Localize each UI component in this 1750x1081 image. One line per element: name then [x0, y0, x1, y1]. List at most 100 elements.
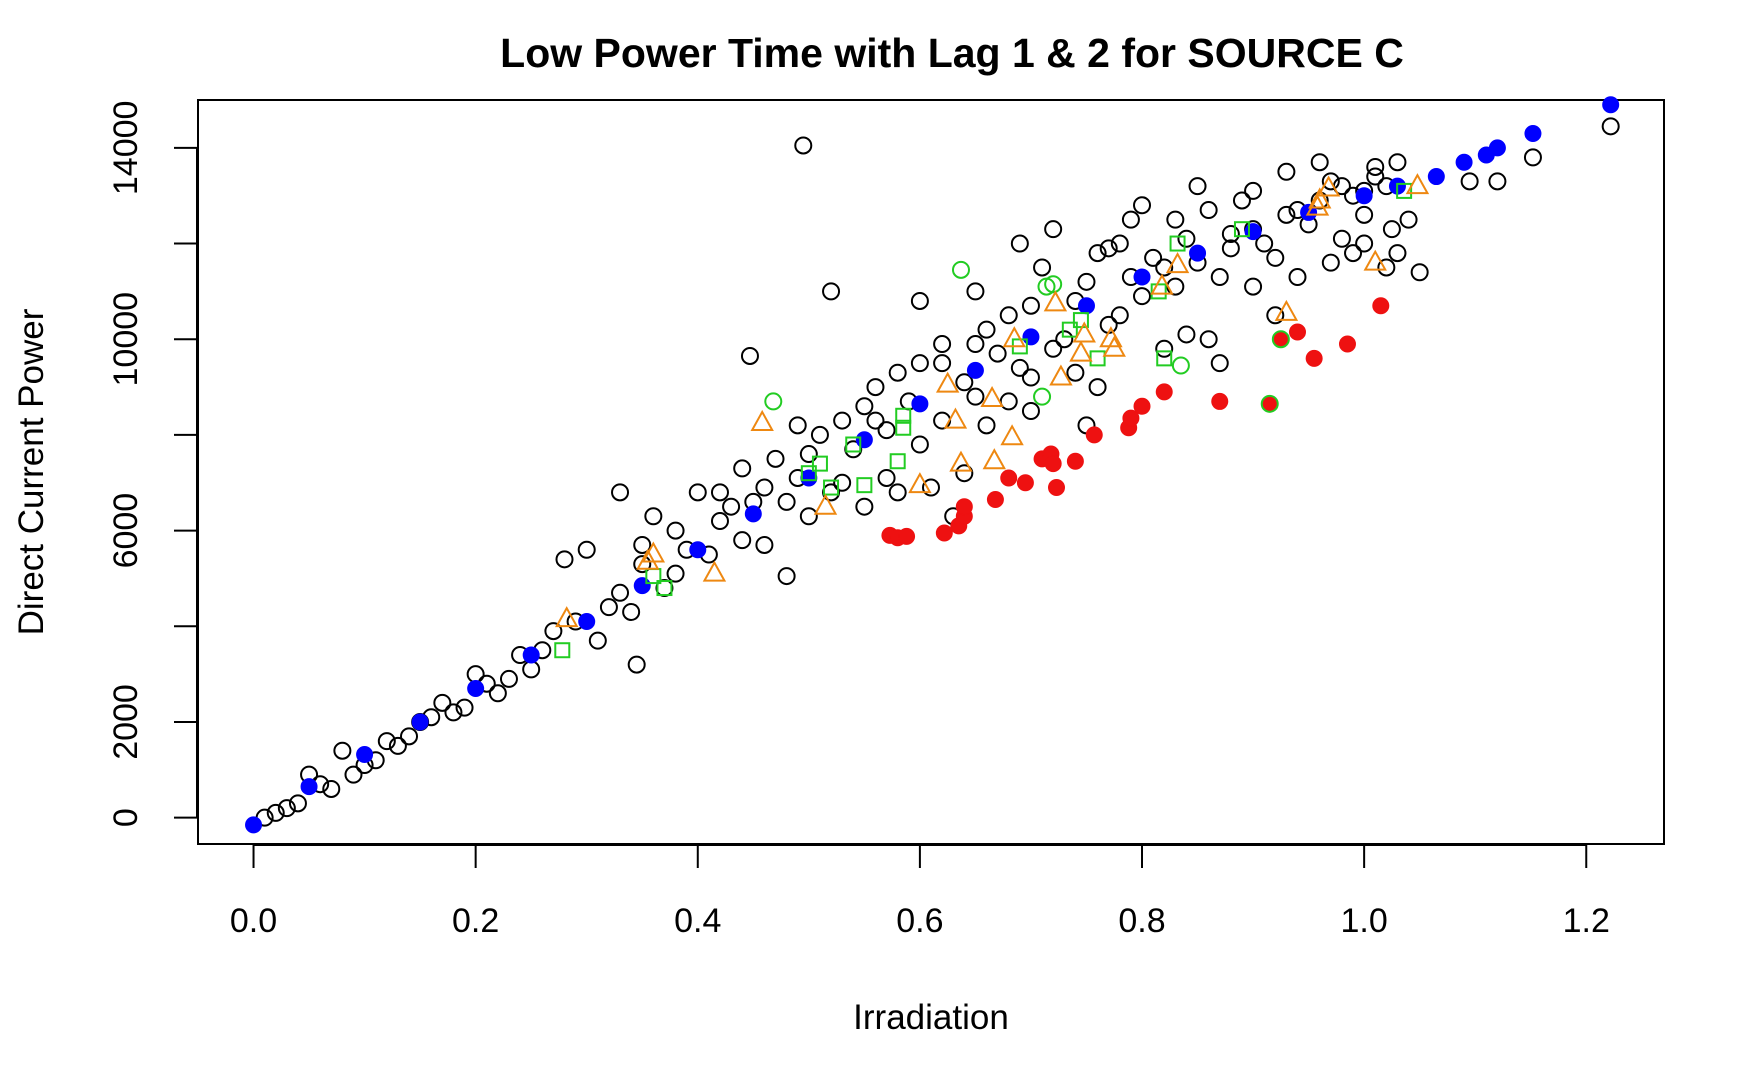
data-point-circle [955, 464, 974, 483]
data-point-circle [1460, 172, 1479, 191]
data-point-circle [799, 445, 818, 464]
data-point-square [1089, 350, 1106, 367]
data-point-circle [910, 435, 929, 454]
data-point-triangle [1308, 187, 1332, 209]
data-point-circle [999, 392, 1018, 411]
data-point-dot [1488, 139, 1506, 157]
data-point-triangle [1363, 249, 1387, 271]
data-point-circle [1155, 339, 1174, 358]
data-point-circle [1199, 330, 1218, 349]
data-point-square [1072, 312, 1089, 329]
data-point-circle [1171, 356, 1190, 375]
data-point-circle [1260, 394, 1279, 413]
data-point-circle [588, 631, 607, 650]
data-point-circle [951, 260, 970, 279]
data-point-circle [444, 703, 463, 722]
data-point-circle [1321, 172, 1340, 191]
data-point-circle [1288, 268, 1307, 287]
data-point-circle [1210, 354, 1229, 373]
data-point-triangle [1274, 299, 1299, 321]
data-point-triangle [908, 472, 932, 494]
data-point-circle [1221, 239, 1240, 258]
data-point-triangle [943, 407, 968, 429]
data-point-circle [788, 416, 807, 435]
data-point-dot [1427, 168, 1445, 186]
data-points [245, 96, 1620, 834]
data-point-square [845, 436, 862, 453]
data-point-circle [288, 794, 307, 813]
data-point-square [1396, 182, 1413, 199]
data-point-circle [777, 567, 796, 586]
data-point-circle [1044, 339, 1063, 358]
data-point-triangle [980, 385, 1004, 408]
data-point-circle [377, 732, 396, 751]
data-point-square [823, 479, 840, 496]
data-point-circle [344, 765, 363, 784]
data-point-circle [1021, 296, 1040, 315]
data-point-triangle [702, 560, 727, 582]
data-point-circle [755, 478, 774, 497]
data-point-triangle [1150, 273, 1174, 295]
data-point-circle [794, 136, 813, 155]
data-point-dot [1085, 426, 1103, 444]
data-point-dot [1155, 383, 1173, 401]
data-point-circle [1033, 387, 1052, 406]
data-point-circle [1221, 224, 1240, 243]
data-point-triangle [1049, 364, 1073, 386]
data-point-circle [633, 555, 652, 574]
data-point-circle [888, 483, 907, 502]
data-point-dot [300, 778, 318, 796]
x-axis-label: Irradiation [853, 998, 1009, 1037]
plot-frame [197, 99, 1665, 845]
data-point-circle [1410, 263, 1429, 282]
data-point-dot [1602, 96, 1620, 114]
data-point-circle [1166, 277, 1185, 296]
data-point-square [554, 642, 571, 659]
data-point-circle [855, 397, 874, 416]
data-point-circle [577, 540, 596, 559]
data-point-circle [544, 622, 563, 641]
data-point-circle [499, 669, 518, 688]
data-point-circle [1344, 244, 1363, 263]
data-point-circle [755, 535, 774, 554]
data-point-dot [1000, 469, 1018, 487]
data-point-circle [633, 535, 652, 554]
data-point-square [656, 580, 673, 597]
data-point-square [1061, 321, 1078, 338]
data-point-dot [1189, 244, 1207, 262]
data-point-circle [1088, 244, 1107, 263]
data-point-circle [966, 282, 985, 301]
y-tick-label: 14000 [107, 101, 145, 196]
data-point-circle [955, 373, 974, 392]
data-point-dot [966, 361, 984, 379]
data-point-circle [666, 564, 685, 583]
data-point-circle [764, 392, 783, 411]
data-point-triangle [982, 448, 1007, 470]
x-tick-label: 0.4 [674, 902, 721, 940]
data-point-circle [1271, 330, 1290, 349]
data-point-triangle [641, 541, 666, 563]
data-point-circle [922, 478, 940, 497]
data-point-dot [855, 431, 873, 449]
data-point-triangle [1069, 340, 1093, 362]
data-point-circle [766, 449, 785, 468]
data-point-square [895, 407, 912, 424]
data-point-dot [1355, 187, 1373, 205]
data-point-circle [1099, 239, 1118, 258]
data-point-circle [1077, 272, 1096, 291]
y-axis-label: Direct Current Power [12, 308, 51, 635]
data-point-dot [522, 646, 540, 664]
data-point-dot [1455, 153, 1473, 171]
data-point-triangle [1043, 290, 1068, 312]
x-axis: 0.0 0.2 0.4 0.6 0.8 1.0 1.2 [230, 844, 1610, 940]
data-point-circle [977, 416, 996, 435]
data-point-dot [1133, 397, 1151, 415]
data-point-square [895, 419, 912, 436]
data-point-circle [388, 736, 407, 755]
data-point-dot [1044, 455, 1062, 473]
data-point-dot [911, 395, 929, 413]
data-point-circle [733, 459, 752, 478]
data-point-circle [466, 665, 485, 684]
data-point-circle [733, 531, 752, 550]
data-point-circle [1210, 268, 1229, 287]
